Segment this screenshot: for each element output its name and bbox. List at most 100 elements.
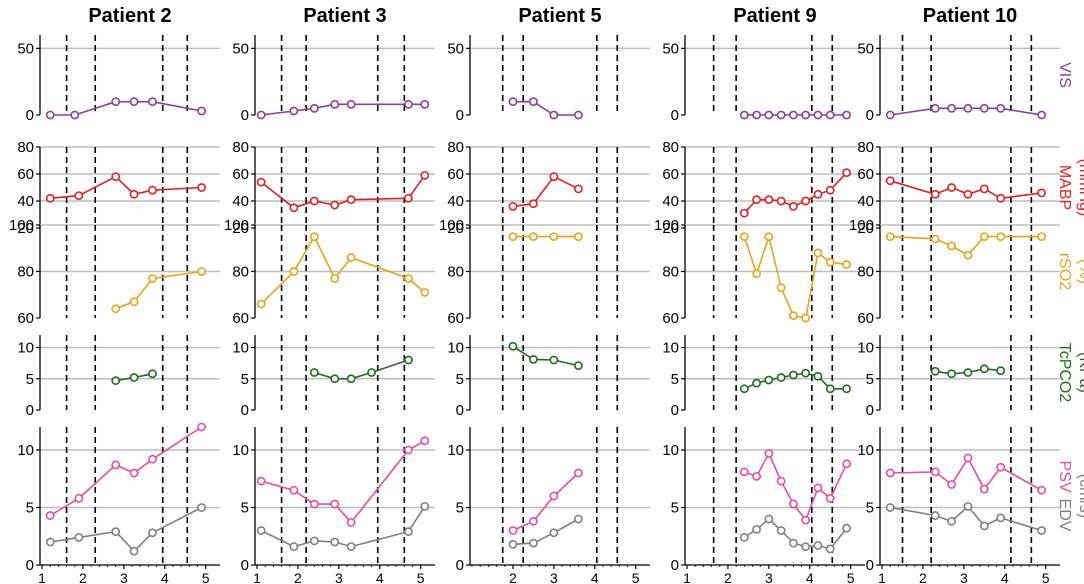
data-point [197, 422, 206, 432]
data-point [129, 189, 139, 199]
x-tick-label: 2 [294, 570, 302, 584]
data-point [947, 241, 956, 251]
data-point [420, 288, 430, 297]
row-label-part: (cm/s) [1076, 474, 1084, 518]
data-point [74, 533, 84, 542]
y-tick-label: 0 [671, 557, 679, 574]
x-tick-label: 4 [376, 570, 384, 584]
data-point [346, 518, 356, 527]
data-point [129, 546, 139, 556]
data-point [947, 480, 956, 489]
data-point [947, 369, 956, 379]
y-tick-label: 100 [9, 217, 34, 234]
data-point [111, 376, 121, 386]
data-point [508, 526, 518, 535]
data-point [739, 232, 749, 242]
x-tick-label: 1 [683, 570, 691, 584]
y-tick-label: 5 [241, 371, 249, 388]
x-tick-label: 1 [878, 570, 886, 584]
data-point [776, 526, 786, 535]
data-point [764, 110, 774, 120]
data-point [148, 528, 157, 538]
y-tick-label: 60 [662, 310, 679, 327]
y-tick-label: 20 [857, 220, 874, 237]
data-point [789, 311, 798, 321]
data-point [996, 103, 1006, 113]
data-point [885, 503, 895, 512]
data-point [789, 370, 798, 380]
data-point [404, 193, 413, 203]
data-point [74, 191, 84, 200]
data-point [346, 374, 356, 384]
y-tick-label: 10 [232, 442, 249, 459]
data-point [74, 493, 84, 503]
data-point [752, 378, 761, 388]
y-tick-label: 60 [447, 310, 464, 327]
data-point [574, 361, 583, 371]
data-point [330, 274, 340, 283]
data-point [129, 373, 139, 382]
data-point [404, 99, 413, 109]
x-tick-label: 2 [79, 570, 87, 584]
x-tick-label: 3 [765, 570, 773, 584]
y-tick-label: 100 [849, 217, 874, 234]
data-point [789, 201, 798, 211]
y-tick-label: 10 [662, 340, 679, 357]
y-tick-label: 80 [232, 264, 249, 281]
data-point [508, 539, 518, 549]
data-point [256, 476, 266, 486]
y-tick-label: 0 [26, 107, 34, 124]
data-point [549, 528, 559, 538]
data-point [574, 110, 583, 120]
data-point [813, 189, 823, 199]
data-point [752, 472, 761, 481]
x-tick-label: 5 [202, 570, 210, 584]
y-tick-label: 10 [857, 442, 874, 459]
data-point [508, 232, 518, 242]
data-point [813, 483, 823, 493]
y-tick-label: 80 [662, 264, 679, 281]
y-tick-label: 0 [671, 107, 679, 124]
data-point [930, 511, 940, 520]
data-point [420, 436, 430, 446]
data-point [885, 232, 895, 242]
data-point [549, 110, 559, 120]
y-tick-label: 0 [866, 557, 874, 574]
y-tick-label: 20 [662, 220, 679, 237]
data-point [801, 542, 811, 551]
series-line [513, 100, 579, 116]
data-point [256, 177, 266, 187]
data-point [979, 232, 989, 242]
data-point [842, 523, 851, 533]
data-point [289, 203, 299, 213]
series-line [49, 426, 203, 517]
data-point [309, 196, 319, 206]
data-point [346, 99, 356, 109]
data-point [813, 248, 823, 258]
y-tick-label: 0 [241, 557, 249, 574]
data-point [801, 368, 811, 378]
data-point [947, 183, 956, 192]
row-label-part: PSV [1056, 461, 1073, 493]
y-tick-label: 10 [662, 442, 679, 459]
row-label-part: rSO2 [1056, 253, 1073, 290]
data-point [508, 341, 518, 351]
data-point [825, 110, 835, 120]
data-point [367, 368, 376, 377]
data-point [825, 544, 835, 554]
data-point [549, 491, 559, 501]
y-tick-label: 0 [671, 402, 679, 419]
data-point [289, 106, 299, 116]
y-tick-label: 50 [447, 40, 464, 57]
y-tick-label: 20 [17, 220, 34, 237]
data-point [963, 189, 973, 199]
data-point [70, 110, 80, 120]
y-tick-label: 5 [241, 500, 249, 517]
data-point [289, 542, 299, 551]
data-point [346, 253, 356, 262]
data-point [776, 283, 786, 293]
data-point [996, 462, 1006, 472]
data-point [996, 513, 1006, 523]
data-point [45, 193, 55, 203]
y-tick-label: 80 [857, 139, 874, 156]
